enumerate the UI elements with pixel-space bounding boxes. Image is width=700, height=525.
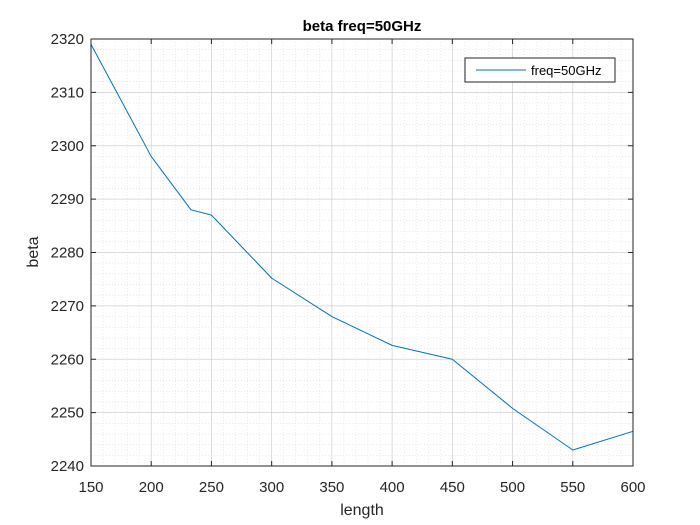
y-tick-label: 2240 bbox=[51, 458, 84, 475]
x-tick-label: 200 bbox=[139, 479, 164, 496]
chart-title: beta freq=50GHz bbox=[303, 18, 422, 35]
x-tick-label: 450 bbox=[440, 479, 465, 496]
x-axis-label: length bbox=[340, 502, 384, 519]
y-tick-label: 2290 bbox=[51, 191, 84, 208]
x-tick-label: 150 bbox=[78, 479, 103, 496]
y-axis-label: beta bbox=[25, 236, 42, 267]
x-tick-label: 600 bbox=[620, 479, 645, 496]
x-tick-label: 550 bbox=[560, 479, 585, 496]
y-tick-label: 2300 bbox=[51, 138, 84, 155]
x-tick-labels: 150 200 250 300 350 400 450 500 550 600 bbox=[78, 479, 645, 496]
x-tick-label: 300 bbox=[259, 479, 284, 496]
series-layer bbox=[90, 44, 634, 451]
y-tick-labels: 2240 2250 2260 2270 2280 2290 2300 2310 2320 bbox=[51, 31, 84, 475]
y-tick-label: 2320 bbox=[51, 31, 84, 48]
y-tick-label: 2270 bbox=[51, 298, 84, 315]
x-tick-label: 250 bbox=[199, 479, 224, 496]
x-tick-label: 350 bbox=[319, 479, 344, 496]
y-tick-label: 2310 bbox=[51, 84, 84, 101]
axis-ticks bbox=[90, 38, 634, 467]
x-tick-label: 400 bbox=[380, 479, 405, 496]
series-line bbox=[90, 44, 634, 451]
legend-entry-label: freq=50GHz bbox=[531, 63, 601, 78]
y-tick-label: 2260 bbox=[51, 351, 84, 368]
x-tick-label: 500 bbox=[500, 479, 525, 496]
y-tick-label: 2250 bbox=[51, 405, 84, 422]
y-tick-label: 2280 bbox=[51, 245, 84, 262]
legend: freq=50GHz bbox=[464, 57, 616, 83]
